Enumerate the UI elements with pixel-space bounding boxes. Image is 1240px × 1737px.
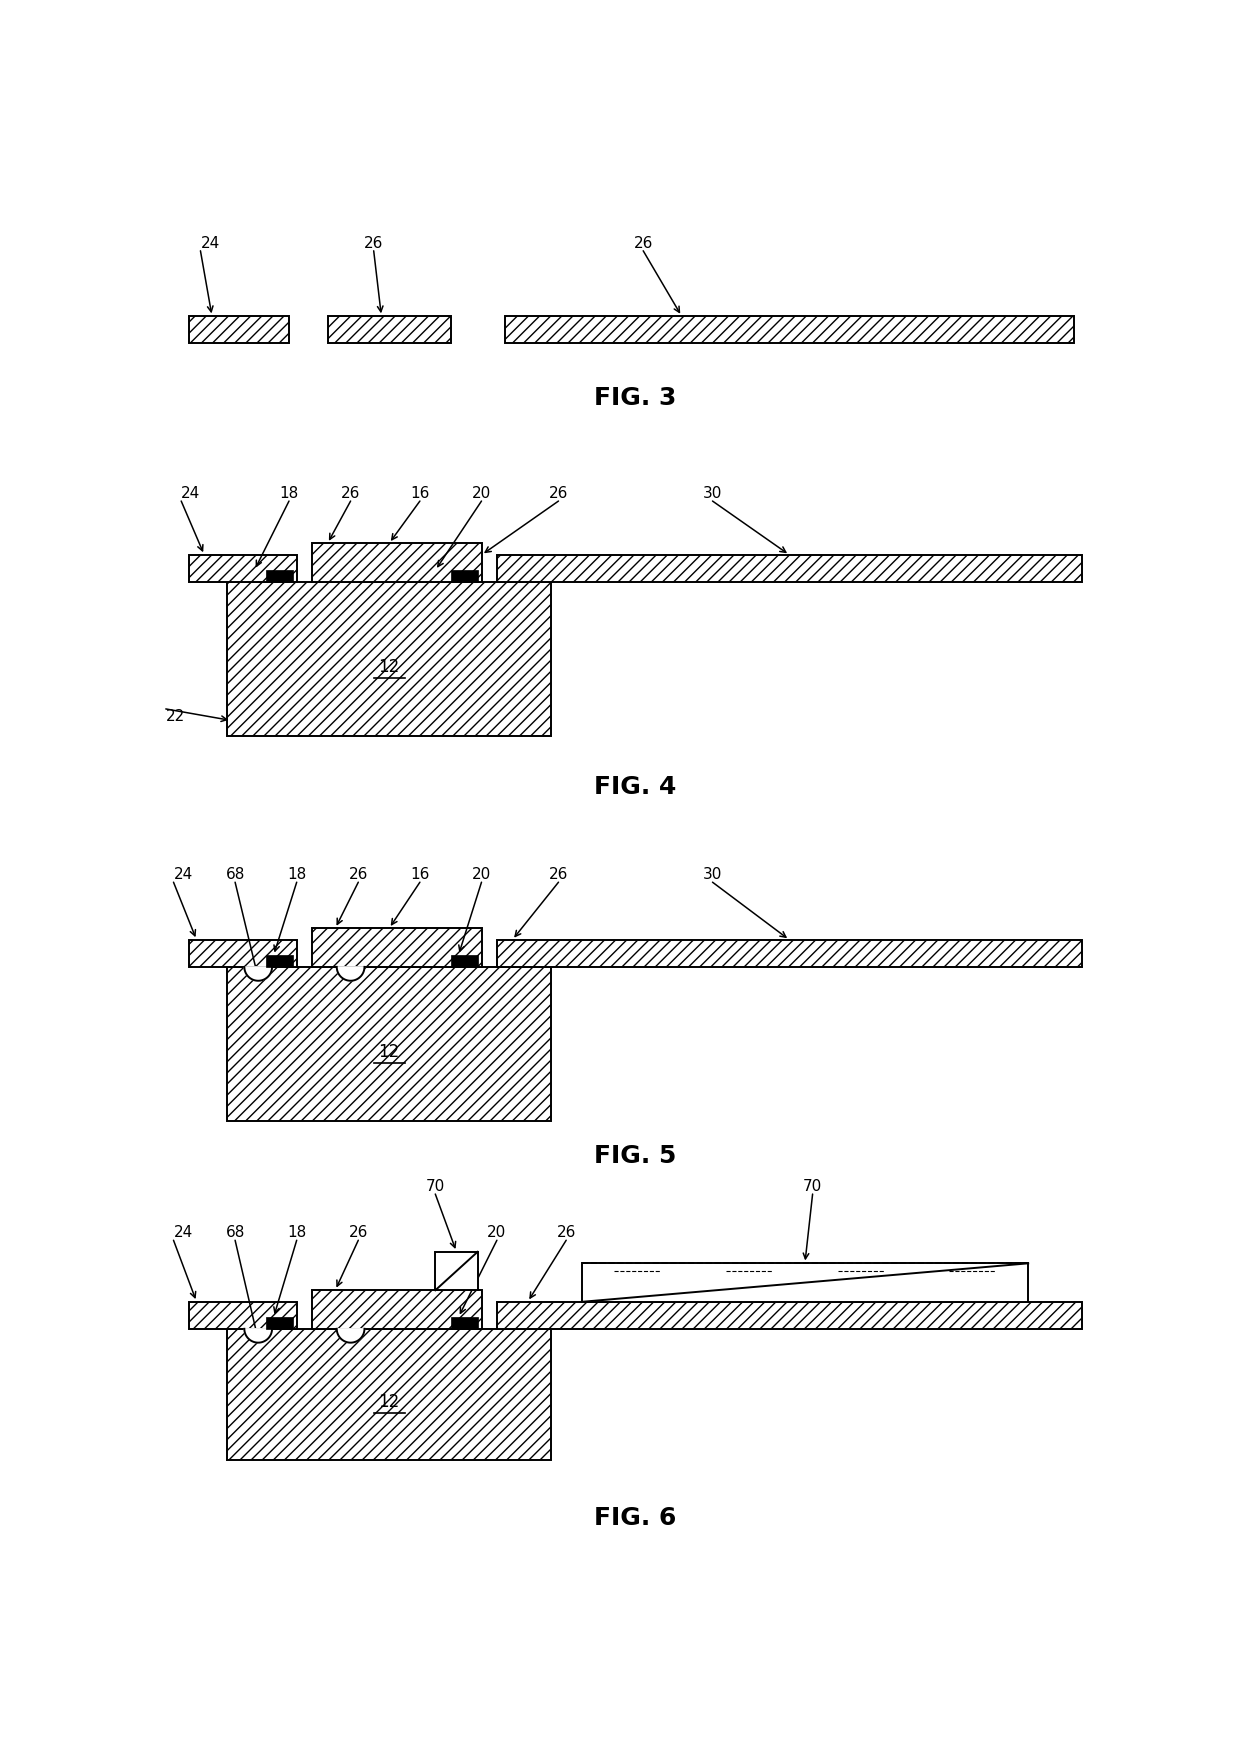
Text: 18: 18 xyxy=(279,486,299,500)
Text: FIG. 5: FIG. 5 xyxy=(594,1145,677,1169)
Bar xyxy=(188,316,289,344)
Text: 26: 26 xyxy=(348,1225,368,1240)
Bar xyxy=(188,1301,296,1329)
Bar xyxy=(327,316,450,344)
Text: 12: 12 xyxy=(378,658,399,676)
Text: 18: 18 xyxy=(288,867,306,882)
Text: 24: 24 xyxy=(174,867,192,882)
Bar xyxy=(227,1329,551,1459)
Bar xyxy=(497,940,1083,968)
Bar xyxy=(312,928,481,968)
Text: 18: 18 xyxy=(288,1225,306,1240)
Text: 20: 20 xyxy=(472,486,491,500)
Text: FIG. 3: FIG. 3 xyxy=(594,386,677,410)
Text: 16: 16 xyxy=(410,486,429,500)
Text: 26: 26 xyxy=(549,486,568,500)
Text: 16: 16 xyxy=(410,867,429,882)
Text: 26: 26 xyxy=(365,236,383,250)
Bar xyxy=(312,1291,481,1329)
Text: 26: 26 xyxy=(341,486,361,500)
Bar xyxy=(188,554,296,582)
Bar xyxy=(450,1317,477,1329)
Bar xyxy=(227,582,551,736)
Text: 70: 70 xyxy=(425,1179,445,1193)
Bar xyxy=(265,570,293,582)
Text: 20: 20 xyxy=(472,867,491,882)
Text: 26: 26 xyxy=(549,867,568,882)
Bar xyxy=(435,1252,477,1291)
Bar xyxy=(265,955,293,968)
Polygon shape xyxy=(337,968,365,981)
Text: 30: 30 xyxy=(703,486,722,500)
Bar xyxy=(265,1317,293,1329)
Text: 26: 26 xyxy=(634,236,653,250)
Text: 24: 24 xyxy=(201,236,219,250)
Text: 12: 12 xyxy=(378,1393,399,1410)
Text: 24: 24 xyxy=(181,486,201,500)
Bar xyxy=(582,1263,1028,1301)
Bar xyxy=(450,955,477,968)
Text: 20: 20 xyxy=(487,1225,506,1240)
Text: 30: 30 xyxy=(703,867,722,882)
Bar xyxy=(312,544,481,582)
Bar xyxy=(497,1301,1083,1329)
Polygon shape xyxy=(337,1329,365,1343)
Bar xyxy=(497,554,1083,582)
Text: 70: 70 xyxy=(804,1179,822,1193)
Polygon shape xyxy=(244,968,272,981)
Text: 26: 26 xyxy=(348,867,368,882)
Bar xyxy=(188,940,296,968)
Text: 22: 22 xyxy=(166,709,185,724)
Text: 24: 24 xyxy=(174,1225,192,1240)
Bar xyxy=(450,570,477,582)
Text: 68: 68 xyxy=(226,1225,244,1240)
Text: 68: 68 xyxy=(226,867,244,882)
Text: FIG. 4: FIG. 4 xyxy=(594,775,677,799)
Bar xyxy=(505,316,1074,344)
Text: 26: 26 xyxy=(557,1225,575,1240)
Text: 12: 12 xyxy=(378,1042,399,1061)
Bar xyxy=(227,968,551,1120)
Text: FIG. 6: FIG. 6 xyxy=(594,1506,677,1530)
Polygon shape xyxy=(244,1329,272,1343)
